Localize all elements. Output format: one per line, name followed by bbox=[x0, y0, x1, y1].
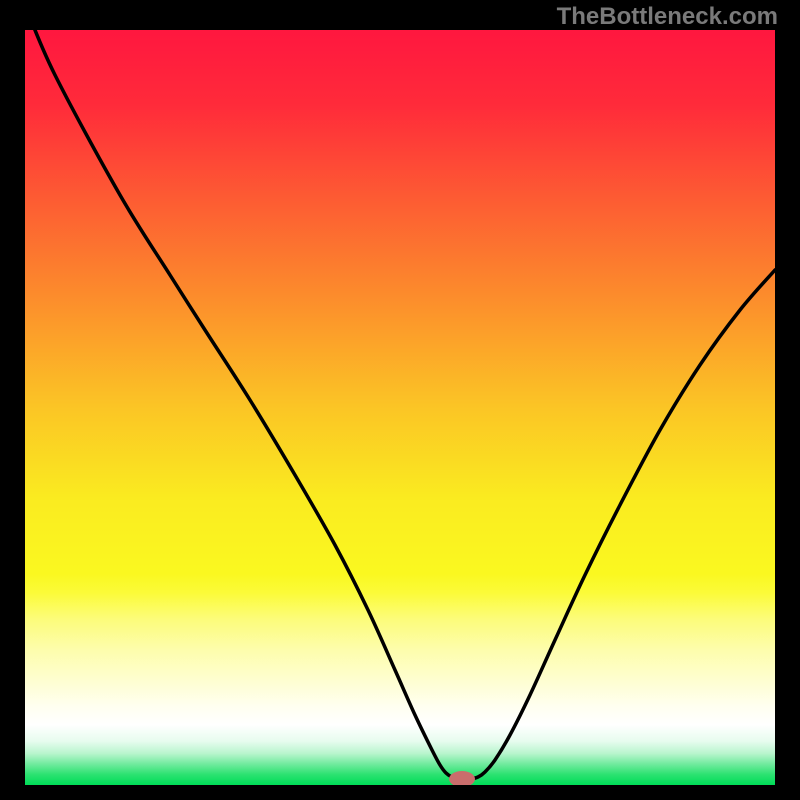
bottleneck-curve-chart bbox=[0, 0, 800, 800]
watermark-text: TheBottleneck.com bbox=[557, 3, 778, 31]
frame-left bbox=[0, 0, 25, 800]
gradient-background bbox=[25, 30, 775, 785]
frame-right bbox=[775, 0, 800, 800]
frame-bottom bbox=[0, 785, 800, 800]
